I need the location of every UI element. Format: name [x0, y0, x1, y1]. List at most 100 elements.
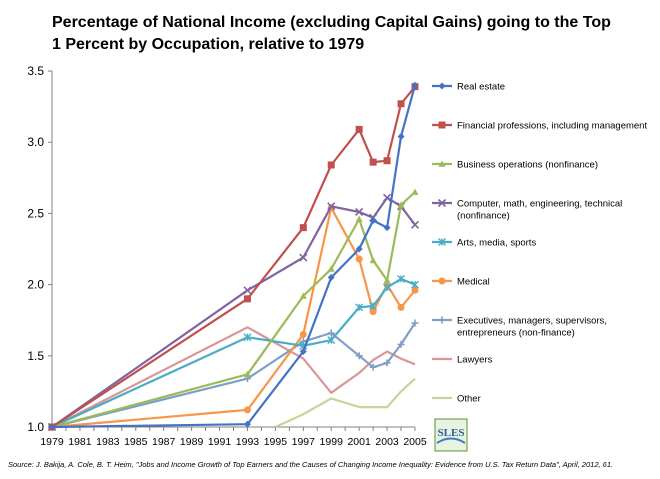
legend-item: Business operations (nonfinance) [432, 160, 598, 171]
x-tick-label: 1985 [124, 436, 148, 448]
data-point [369, 301, 378, 310]
legend-item: Medical [432, 277, 490, 288]
y-tick-label: 2.0 [27, 278, 44, 292]
data-point [411, 81, 419, 89]
data-point [243, 295, 251, 303]
data-point [383, 283, 392, 292]
legend-label: Financial professions, including managem… [457, 121, 647, 132]
data-point [383, 157, 391, 165]
legend-item: Financial professions, including managem… [432, 121, 647, 132]
y-tick-label: 3.0 [27, 135, 44, 149]
series-layer [47, 81, 420, 432]
chart-title: Percentage of National Income (excluding… [52, 14, 611, 53]
data-point [243, 286, 252, 295]
legend-item: Real estate [432, 82, 505, 93]
legend-item: Computer, math, engineering, technical (n… [432, 199, 622, 222]
legend-label: Lawyers [457, 355, 493, 366]
data-point [299, 292, 307, 299]
data-point [327, 265, 335, 272]
data-point [327, 336, 336, 345]
data-point [299, 224, 307, 232]
data-point [369, 158, 377, 166]
x-tick-label: 2003 [375, 436, 399, 448]
data-point [397, 340, 405, 348]
legend-label: Medical [457, 277, 490, 288]
legend-item: Other [432, 394, 481, 405]
data-point [243, 406, 251, 414]
data-point [48, 423, 56, 431]
axes: 1.0 1.5 2.0 2.5 3.0 3.5 1979 1981 1983 1985 1987 19… [27, 64, 427, 448]
x-tick-label: 1981 [68, 436, 92, 448]
series-line [51, 326, 416, 428]
data-point [243, 370, 251, 378]
data-point [243, 333, 252, 342]
series-lawyers [51, 326, 416, 428]
x-tick-label: 1987 [152, 436, 176, 448]
data-point [299, 330, 307, 338]
data-point [327, 329, 335, 337]
legend-label: Arts, media, sports [457, 238, 536, 249]
legend-label: Other [457, 394, 481, 405]
data-point [438, 82, 446, 90]
data-point [397, 303, 405, 311]
series-line [51, 206, 416, 429]
data-point [383, 224, 391, 232]
data-point [397, 100, 405, 108]
data-point [299, 253, 308, 262]
legend-label: Real estate [457, 82, 505, 93]
y-tick-label: 2.5 [27, 206, 44, 220]
data-point [397, 201, 405, 208]
logo-text: SLES [438, 427, 465, 439]
data-point [410, 220, 420, 229]
data-point [299, 348, 307, 356]
data-point [383, 276, 391, 284]
legend-item: Arts, media, sports [432, 238, 536, 249]
data-point [438, 121, 446, 129]
data-point [437, 198, 447, 208]
legend-label: Executives, managers, supervisors, entrep… [457, 316, 607, 339]
data-point [397, 133, 405, 141]
data-point [438, 160, 446, 167]
x-tick-label: 2001 [347, 436, 371, 448]
source-note: Source: J. Bakija, A. Cole, B. T. Heim, … [8, 460, 614, 469]
data-point [411, 188, 419, 195]
series-line [274, 377, 416, 428]
data-point [369, 363, 377, 371]
data-point [327, 202, 336, 211]
y-tick-label: 3.5 [27, 64, 44, 78]
data-point [355, 255, 363, 263]
x-tick-label: 1999 [320, 436, 344, 448]
x-tick-label: 1989 [180, 436, 204, 448]
data-point [438, 238, 446, 246]
x-tick-label: 1991 [208, 436, 232, 448]
data-point [369, 256, 377, 264]
data-point [355, 215, 363, 222]
data-point [327, 273, 335, 281]
sles-logo: SLES [434, 418, 468, 452]
data-point [243, 420, 251, 428]
data-point [411, 280, 419, 289]
legend-label: Business operations (nonfinance) [457, 160, 598, 171]
series-medical [48, 204, 419, 431]
data-point [355, 245, 363, 253]
data-point [355, 352, 363, 360]
data-point [369, 217, 377, 225]
y-tick-label: 1.5 [27, 349, 44, 363]
data-point [438, 277, 446, 285]
data-point [369, 308, 377, 316]
data-point [355, 303, 364, 312]
legend-label: Computer, math, engineering, technical (n… [457, 199, 622, 222]
data-point [411, 319, 419, 327]
series-other [274, 377, 416, 428]
series-real-estate [48, 81, 419, 431]
data-point [438, 316, 446, 324]
data-point [397, 274, 406, 283]
data-point [355, 207, 364, 217]
data-point [355, 125, 363, 133]
series-business-operations-nonfinance [48, 188, 419, 430]
x-tick-label: 1997 [292, 436, 316, 448]
y-tick-label: 1.0 [27, 420, 44, 434]
x-tick-label: 2005 [403, 436, 427, 448]
legend: Real estate Financial professions, includ… [432, 82, 647, 405]
